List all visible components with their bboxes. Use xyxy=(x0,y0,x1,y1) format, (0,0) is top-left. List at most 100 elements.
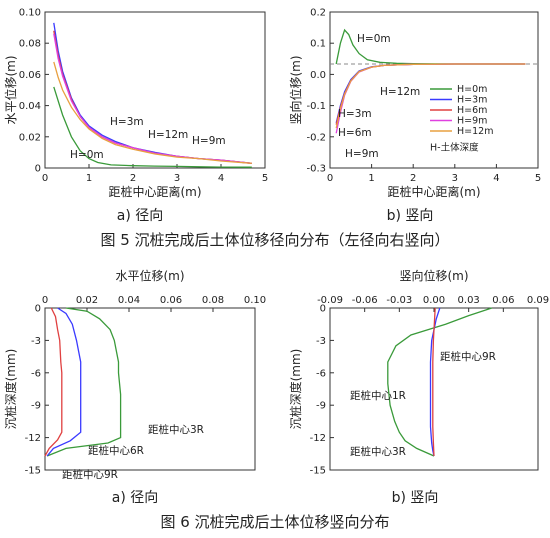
x-tick-label: 0.08 xyxy=(202,295,224,306)
subfigure-label: b) 竖向 xyxy=(392,490,439,506)
legend-entry: H=9m xyxy=(457,116,487,127)
y-tick-label: -0.3 xyxy=(306,164,326,175)
y-tick-label: 0.02 xyxy=(19,132,41,143)
y-tick-label: -0.2 xyxy=(306,132,326,143)
x-tick-label: 3 xyxy=(452,173,458,184)
subfigure-label: b) 竖向 xyxy=(387,208,434,224)
x-axis-label: 水平位移(m) xyxy=(115,268,184,283)
series-annotation: 距桩中心1R xyxy=(350,389,406,402)
series-annotation: H=6m xyxy=(338,127,372,139)
y-tick-label: 0.10 xyxy=(19,8,41,19)
series-annotation: H=9m xyxy=(192,135,226,147)
series-line-fig5a-0 xyxy=(53,86,252,168)
y-axis-label: 沉桩深度(mm) xyxy=(3,349,18,430)
series-annotation: 距桩中心3R xyxy=(350,445,406,458)
figure6-caption: 图 6 沉桩完成后土体位移竖向分布 xyxy=(160,513,389,531)
y-tick-label: 0.0 xyxy=(310,70,326,81)
y-tick-label: 0 xyxy=(35,304,41,315)
x-tick-label: 0.10 xyxy=(244,295,266,306)
y-tick-label: 0.1 xyxy=(310,39,326,50)
y-tick-label: -3 xyxy=(31,336,41,347)
y-tick-label: 0.04 xyxy=(19,101,41,112)
legend-entry: H=12m xyxy=(457,126,493,137)
series-line-fig6a-0 xyxy=(46,307,122,457)
y-tick-label: -12 xyxy=(25,433,41,444)
y-tick-label: 0 xyxy=(320,304,326,315)
y-tick-label: -6 xyxy=(316,368,326,379)
x-tick-label: 0.03 xyxy=(458,295,480,306)
x-tick-label: 4 xyxy=(493,173,499,184)
y-tick-label: -15 xyxy=(25,466,41,477)
chart-fig5a: 0 1 2 3 4 5 0 0.02 0.04 0.06 0.08 0.10 距桩中心距离(m) 水平位移… xyxy=(3,8,268,225)
chart-fig5b: 0 1 2 3 4 5 -0.3 -0.2 -0.1 0.0 0.1 0.2 距桩中心距离(m) 竖向位移… xyxy=(288,8,541,225)
plot-frame xyxy=(44,11,266,169)
series-line-fig5b-4 xyxy=(335,63,526,129)
subfigure-label: a) 径向 xyxy=(112,490,159,506)
y-axis-label: 沉桩深度(mm) xyxy=(288,349,303,430)
legend-entry: H=3m xyxy=(457,95,487,106)
legend-entry: H=6m xyxy=(457,105,487,116)
y-tick-label: -6 xyxy=(31,368,41,379)
x-tick-label: 0.02 xyxy=(76,295,98,306)
x-tick-label: 0.06 xyxy=(492,295,514,306)
x-axis-label: 距桩中心距离(m) xyxy=(108,184,201,199)
series-annotation: H=3m xyxy=(338,108,372,120)
x-tick-label: 0.06 xyxy=(160,295,182,306)
x-axis-label: 距桩中心距离(m) xyxy=(387,184,480,199)
y-tick-label: -9 xyxy=(316,401,326,412)
x-tick-label: 5 xyxy=(535,173,541,184)
x-tick-label: 0 xyxy=(42,295,48,306)
x-tick-label: 5 xyxy=(262,173,268,184)
x-tick-label: 1 xyxy=(368,173,374,184)
subfigure-label: a) 径向 xyxy=(117,208,164,224)
chart-fig6a: 0 0.02 0.04 0.06 0.08 0.10 0 -3 -6 -9 -12 -15 水平位移(m… xyxy=(3,268,266,506)
y-axis-label: 竖向位移(m) xyxy=(288,55,303,124)
y-tick-label: 0 xyxy=(35,164,41,175)
x-tick-label: 1 xyxy=(86,173,92,184)
y-tick-label: -15 xyxy=(310,466,326,477)
series-annotation: H=0m xyxy=(357,33,391,45)
x-tick-label: 2 xyxy=(130,173,136,184)
series-line-fig6b-0 xyxy=(387,307,493,457)
x-tick-label: -0.06 xyxy=(352,295,378,306)
chart-fig6b: -0.09 -0.06 -0.03 0.00 0.03 0.06 0.09 0 -3 -6 -9 -1… xyxy=(288,268,549,506)
series-annotation: H=12m xyxy=(148,129,188,141)
plot-frame xyxy=(329,11,539,169)
y-tick-label: -3 xyxy=(316,336,326,347)
series-annotation: H=0m xyxy=(70,149,104,161)
x-tick-label: 0.00 xyxy=(423,295,445,306)
y-tick-label: 0.08 xyxy=(19,39,41,50)
x-tick-label: -0.09 xyxy=(317,295,343,306)
series-annotation: 距桩中心3R xyxy=(148,423,204,436)
series-line-fig6a-2 xyxy=(44,307,63,457)
x-tick-label: 3 xyxy=(174,173,180,184)
legend-note: H-土体深度 xyxy=(430,142,479,154)
x-tick-label: 2 xyxy=(410,173,416,184)
series-annotation: H=3m xyxy=(110,116,144,128)
x-tick-label: 0 xyxy=(42,173,48,184)
x-axis-label: 竖向位移(m) xyxy=(399,268,468,283)
x-tick-label: 0 xyxy=(327,173,333,184)
y-axis-label: 水平位移(m) xyxy=(3,55,18,124)
series-line-fig6a-1 xyxy=(46,307,82,457)
y-tick-label: -12 xyxy=(310,433,326,444)
x-tick-label: -0.03 xyxy=(386,295,412,306)
x-tick-label: 4 xyxy=(218,173,224,184)
series-line-fig6b-2 xyxy=(432,307,436,457)
series-annotation: H=12m xyxy=(380,86,420,98)
y-tick-label: -0.1 xyxy=(306,101,326,112)
x-tick-label: 0.09 xyxy=(527,295,549,306)
y-tick-label: -9 xyxy=(31,401,41,412)
series-line-fig6b-1 xyxy=(429,307,441,457)
x-tick-label: 0.04 xyxy=(118,295,140,306)
y-tick-label: 0.2 xyxy=(310,8,326,19)
plot-frame xyxy=(44,307,256,471)
series-annotation: H=9m xyxy=(345,148,379,160)
series-annotation: 距桩中心9R xyxy=(440,350,496,363)
series-annotation: 距桩中心9R xyxy=(62,468,118,481)
legend-entry: H=0m xyxy=(457,84,487,95)
series-annotation: 距桩中心6R xyxy=(88,444,144,457)
series-line-fig5a-4 xyxy=(53,61,252,164)
figure5-caption: 图 5 沉桩完成后土体位移径向分布（左径向右竖向） xyxy=(100,231,449,249)
